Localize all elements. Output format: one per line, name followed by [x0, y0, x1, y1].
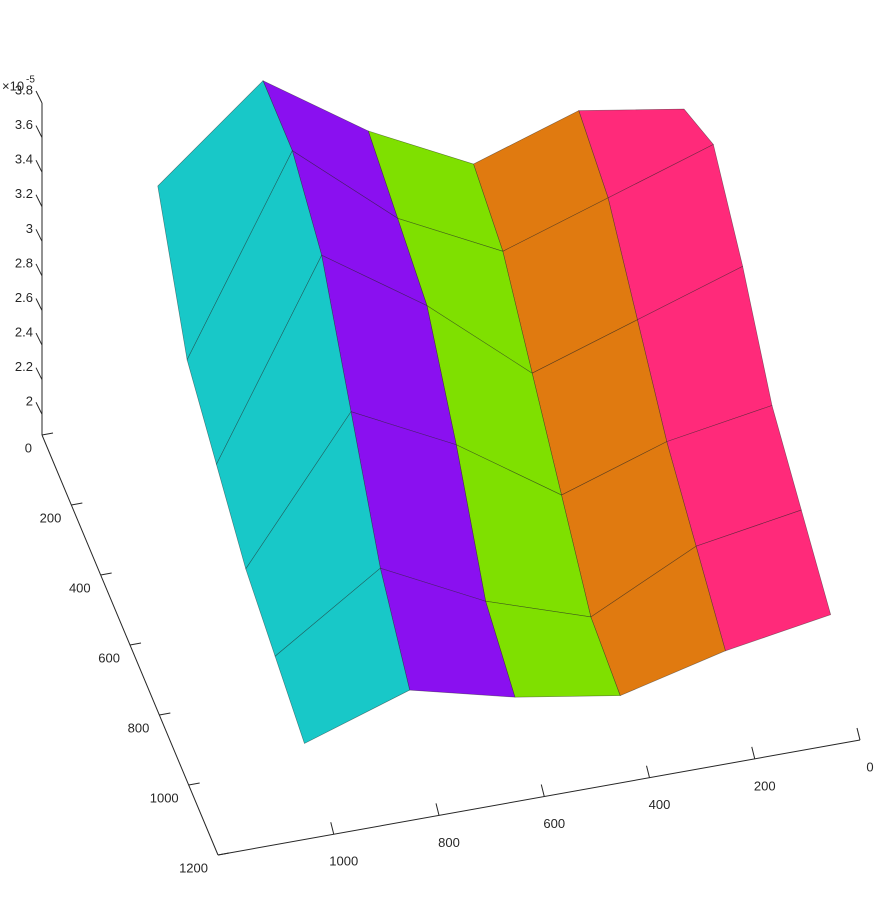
y-tick: [71, 502, 83, 506]
z-tick: [35, 263, 43, 277]
y-tick: [100, 572, 112, 576]
z-tick-label: 3.2: [15, 186, 33, 201]
z-tick: [35, 125, 43, 138]
x-tick-label: 600: [543, 816, 565, 831]
x-tick: [435, 803, 440, 816]
y-tick: [159, 712, 171, 716]
x-tick-label: 200: [754, 778, 776, 793]
surface-patch: [274, 567, 411, 744]
z-tick-label: 2: [26, 394, 33, 409]
x-tick-label: 1000: [329, 854, 358, 869]
z-tick-label: 2.8: [15, 255, 33, 270]
y-tick-label: 600: [98, 650, 120, 665]
y-tick: [129, 642, 142, 646]
x-tick: [751, 746, 756, 759]
x-tick-label: 400: [649, 797, 671, 812]
axis-multiplier: ×10: [2, 78, 24, 93]
z-tick: [35, 90, 43, 104]
y-tick-label: 0: [25, 440, 32, 455]
z-tick-label: 3.4: [15, 152, 33, 167]
x-axis: [217, 739, 861, 856]
y-tick: [217, 852, 230, 856]
x-tick: [540, 784, 545, 797]
axis-exponent: -5: [26, 75, 35, 86]
z-tick-label: 3: [26, 221, 33, 236]
z-tick: [35, 332, 43, 346]
z-tick: [35, 229, 43, 242]
x-tick: [646, 765, 650, 778]
z-tick-label: 2.4: [15, 325, 33, 340]
y-tick-label: 400: [69, 580, 91, 595]
z-tick-label: 3.8: [15, 82, 33, 97]
y-tick-label: 1000: [150, 790, 179, 805]
x-tick: [856, 727, 861, 741]
x-tick-label: 0: [866, 759, 873, 774]
y-tick-label: 800: [128, 720, 150, 735]
z-tick-label: 2.6: [15, 290, 33, 305]
x-tick: [330, 822, 335, 835]
x-tick-label: 800: [438, 835, 460, 850]
z-tick-label: 3.6: [15, 117, 33, 132]
z-tick: [35, 367, 43, 380]
y-tick: [41, 432, 54, 436]
z-tick: [35, 402, 43, 415]
y-tick-label: 1200: [179, 860, 208, 875]
y-tick-label: 200: [40, 510, 62, 525]
z-tick: [35, 298, 43, 311]
z-tick-label: 2.2: [15, 359, 33, 374]
z-tick: [35, 159, 43, 173]
z-tick: [35, 194, 43, 207]
y-tick: [188, 782, 200, 786]
